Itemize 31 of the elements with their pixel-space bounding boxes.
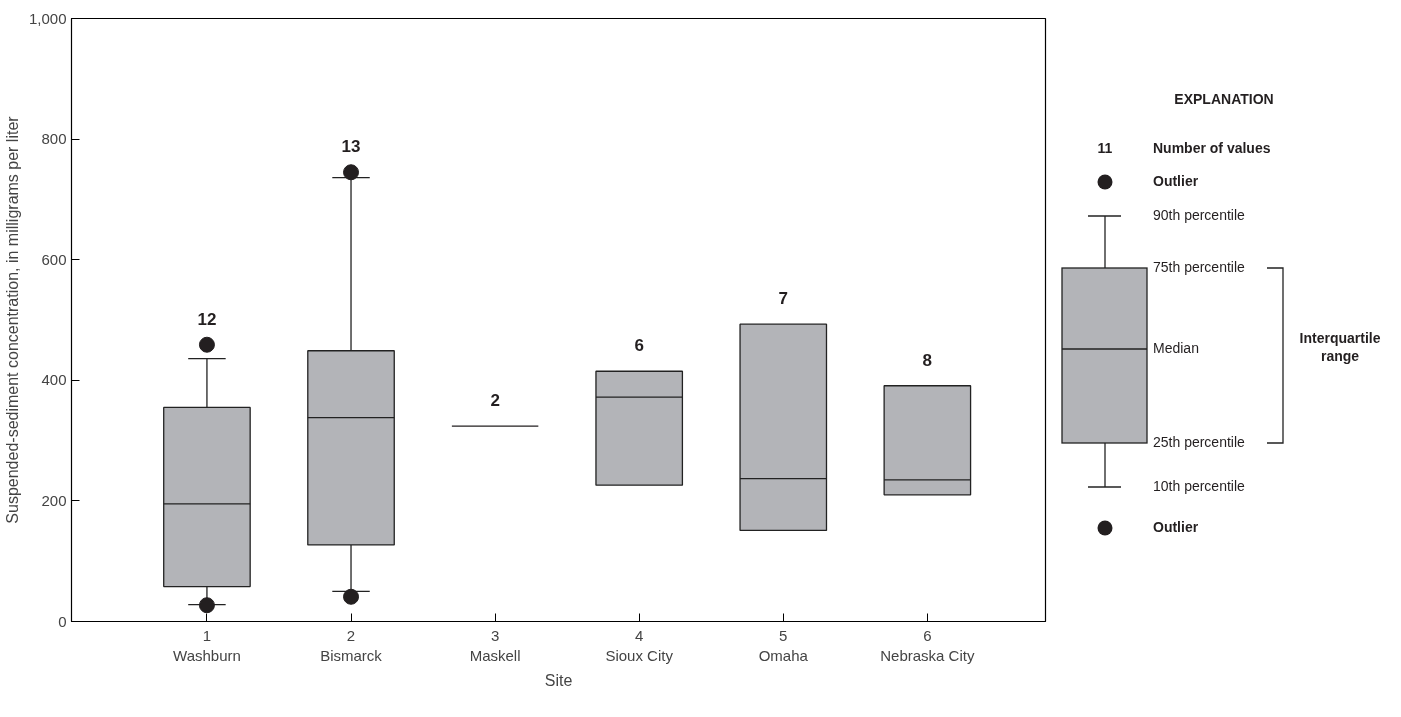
text: 75th percentile xyxy=(1153,258,1246,275)
x-tick-label: 4 Sioux City xyxy=(605,626,674,664)
annotation: 2 xyxy=(490,391,500,411)
text: Interquartile range xyxy=(1299,329,1381,364)
x-tick-label: 2 Bismarck xyxy=(320,626,383,664)
annotation: 12 xyxy=(197,309,217,329)
annotation: 7 xyxy=(778,289,789,309)
text: 90th percentile xyxy=(1153,206,1246,223)
annotation: 8 xyxy=(922,350,933,370)
text: 11 xyxy=(1097,139,1113,156)
text: 25th percentile xyxy=(1153,433,1246,450)
text: Outlier xyxy=(1153,518,1199,535)
text: Median xyxy=(1153,339,1199,356)
y-tick-label: 0 xyxy=(58,612,67,630)
x-axis-title: Site xyxy=(544,671,573,689)
annotation: 13 xyxy=(341,137,361,157)
y-tick-label: 400 xyxy=(41,371,67,389)
x-tick-label: 1 Washburn xyxy=(173,626,241,664)
text: Number of values xyxy=(1153,139,1271,156)
text: Outlier xyxy=(1153,172,1199,189)
x-tick-label: 6 Nebraska City xyxy=(880,626,975,664)
y-tick-label: 600 xyxy=(41,250,67,268)
annotation: 6 xyxy=(634,336,644,356)
y-axis-title: Suspended-sediment concentration, in milligrams per liter xyxy=(3,115,21,524)
text: 10th percentile xyxy=(1153,477,1246,494)
x-tick-label: 3 Maskell xyxy=(469,626,521,664)
y-tick-label: 1,000 xyxy=(28,9,67,27)
y-tick-label: 200 xyxy=(41,491,67,509)
x-tick-label: 5 Omaha xyxy=(758,626,809,664)
legend-title: EXPLANATION xyxy=(1174,90,1274,107)
y-tick-label: 800 xyxy=(41,130,67,148)
